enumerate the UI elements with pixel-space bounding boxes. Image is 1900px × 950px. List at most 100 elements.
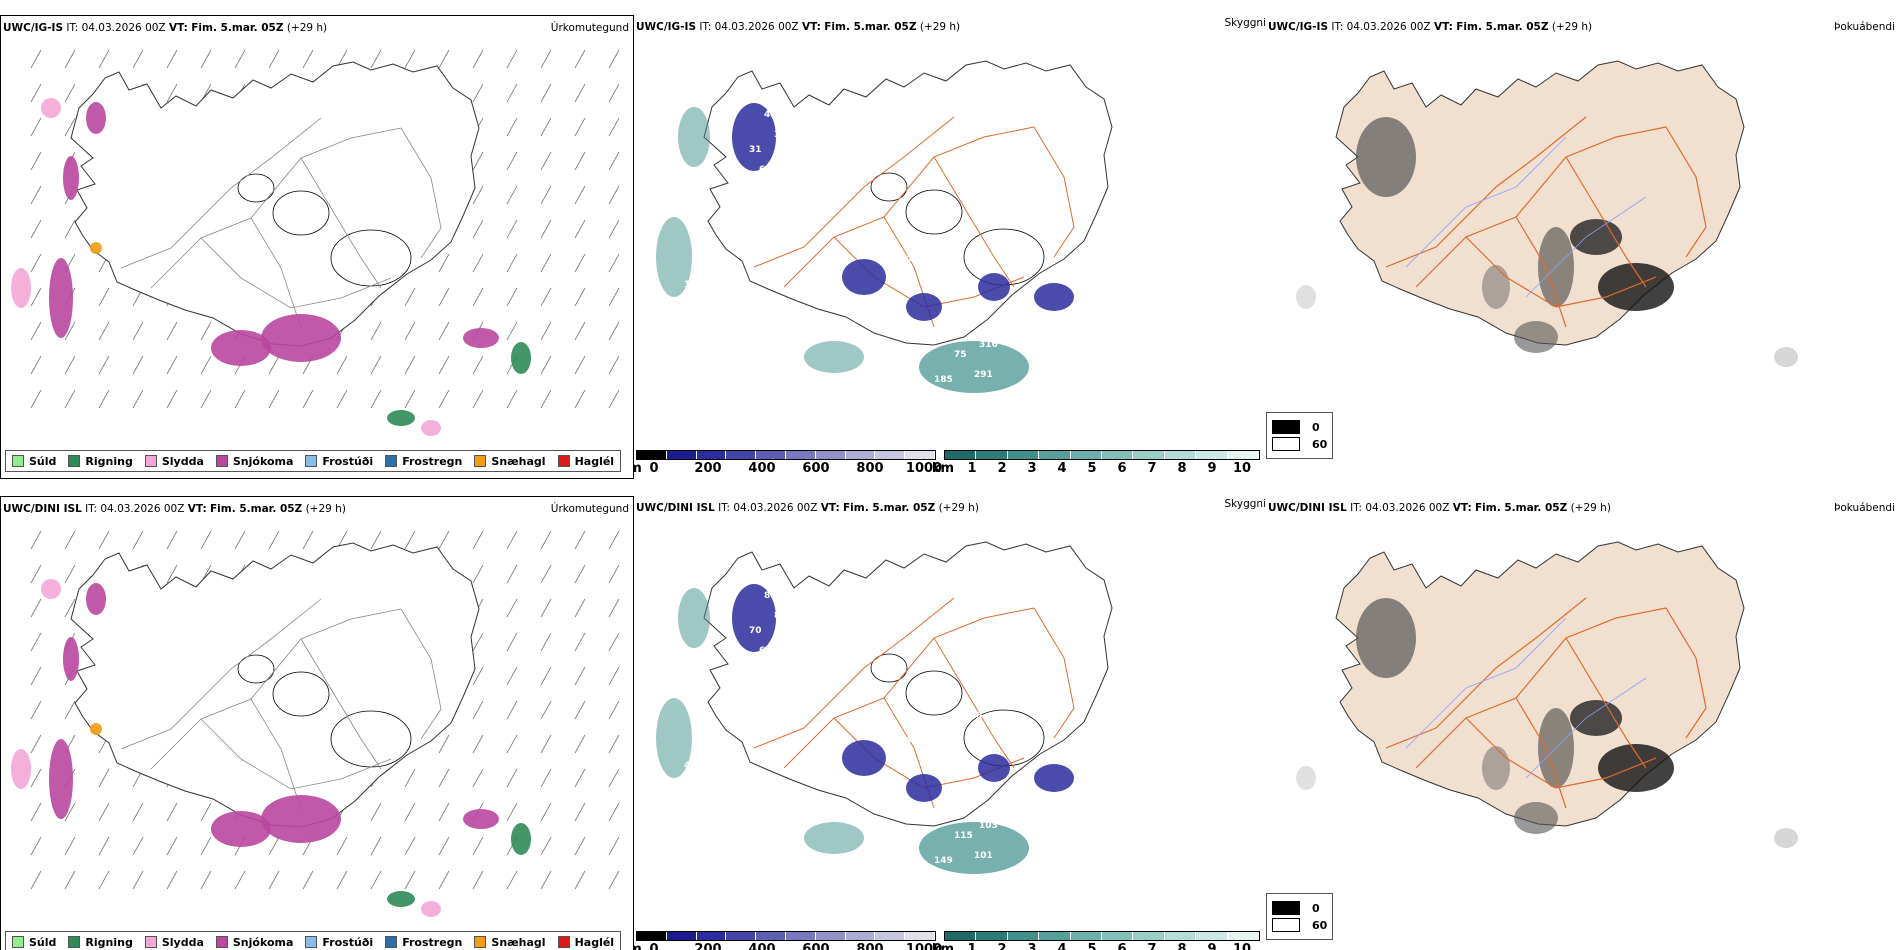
it-label: IT:: [85, 503, 98, 515]
wind-barb: [574, 389, 586, 409]
wind-barb: [472, 734, 484, 754]
init-time: 04.03.2026 00Z: [1365, 502, 1450, 514]
wind-barb: [438, 321, 450, 341]
ceiling-value-label: 115: [954, 831, 973, 841]
wind-barb: [506, 700, 518, 720]
wind-barb: [336, 355, 348, 375]
wind-barb: [574, 836, 586, 856]
wind-barb: [132, 49, 144, 69]
field-patch: [1482, 746, 1510, 790]
wind-barb: [30, 564, 42, 584]
wind-barb: [30, 734, 42, 754]
wind-barb: [370, 49, 382, 69]
wind-barb: [404, 49, 416, 69]
wind-barb: [30, 287, 42, 307]
wind-barb: [506, 253, 518, 273]
ceiling-visibility-panel-row1: UWC/IG-IS IT: 04.03.2026 00Z VT: Fim. 5.…: [634, 15, 1268, 479]
ceiling-value-label: 553: [924, 721, 943, 731]
wind-barb: [540, 253, 552, 273]
wind-barb: [506, 632, 518, 652]
legend-swatch: [557, 455, 570, 467]
wind-barb: [472, 564, 484, 584]
wind-barb: [506, 666, 518, 686]
ceiling-value-label: 82: [804, 140, 817, 150]
fog-legend-swatch: [1272, 437, 1300, 451]
legend-label: Slydda: [161, 935, 204, 949]
wind-barb: [540, 355, 552, 375]
wind-barb: [64, 355, 76, 375]
field-patch: [1034, 283, 1074, 311]
ceiling-value-label: 153: [964, 711, 983, 721]
road-line: [933, 637, 1015, 769]
field-patch: [656, 698, 692, 778]
colorbar-tick: 400: [748, 461, 776, 476]
field-patch: [1296, 285, 1316, 309]
field-patch: [86, 102, 106, 134]
ceiling-value-label: 164: [684, 280, 703, 290]
wind-barb: [404, 870, 416, 890]
field-patch: [656, 217, 692, 297]
wind-barb: [472, 700, 484, 720]
legend-item: Slydda: [144, 455, 204, 468]
wind-barb: [608, 734, 620, 754]
legend-label: Snjókoma: [232, 935, 294, 949]
ceiling-value-label: 103: [979, 821, 998, 831]
wind-barb: [506, 83, 518, 103]
iceland-coastline: [1335, 541, 1745, 827]
ceiling-value-label: 112: [1079, 746, 1098, 756]
precip-type-panel-row1: UWC/IG-IS IT: 04.03.2026 00Z VT: Fim. 5.…: [0, 15, 634, 479]
river-line: [1405, 617, 1647, 779]
wind-barb: [574, 321, 586, 341]
wind-barb: [64, 49, 76, 69]
wind-barb: [98, 768, 110, 788]
wind-barb: [506, 49, 518, 69]
glacier-outline: [905, 189, 963, 235]
wind-barb: [574, 734, 586, 754]
wind-barb: [540, 632, 552, 652]
model-name: UWC/IG-IS: [3, 22, 64, 34]
road-line: [1565, 637, 1647, 769]
wind-barb: [98, 530, 110, 550]
field-patch: [41, 98, 61, 118]
fog-legend-swatch: [1272, 420, 1300, 434]
wind-barb: [166, 83, 178, 103]
legend-swatch: [215, 936, 228, 948]
ceiling-value-label: 62: [784, 200, 797, 210]
wind-barb: [64, 530, 76, 550]
legend-swatch: [474, 455, 487, 467]
wind-barb: [472, 49, 484, 69]
wind-barb: [30, 836, 42, 856]
wind-barb: [472, 253, 484, 273]
field-patch: [1774, 347, 1798, 367]
wind-barb: [336, 870, 348, 890]
legend-label: Súld: [29, 935, 57, 949]
it-label: IT:: [699, 21, 712, 33]
wind-barb: [200, 836, 212, 856]
road-line: [1465, 717, 1657, 789]
colorbar-tick: 4: [1057, 942, 1067, 950]
fog-panel-row1: UWC/IG-IS IT: 04.03.2026 00Z VT: Fim. 5.…: [1266, 15, 1900, 479]
glacier-outline: [272, 190, 330, 236]
ceiling-value-label: 316: [979, 340, 998, 350]
wind-barb: [574, 219, 586, 239]
wind-barb: [30, 83, 42, 103]
fog-legend-label: 0: [1312, 420, 1320, 434]
field-patch: [906, 774, 942, 802]
wind-barb: [404, 530, 416, 550]
wind-barb: [200, 49, 212, 69]
wind-barb: [30, 219, 42, 239]
wind-barb: [540, 700, 552, 720]
field-patch: [11, 268, 31, 308]
wind-barb: [64, 836, 76, 856]
wind-barb: [370, 389, 382, 409]
road-line: [1665, 607, 1707, 739]
ceiling-map: 88 81 70 66 238 58 159 88 174 48 153 553 84 28 66 112 80…: [634, 518, 1268, 938]
legend-label: Haglél: [574, 454, 615, 468]
colorbar-tick: 0: [649, 942, 659, 950]
legend-swatch: [474, 936, 487, 948]
field-patch: [90, 242, 102, 254]
fog-legend-row: 0: [1272, 420, 1327, 434]
legend-label: Snjókoma: [232, 454, 294, 468]
lead-time: (+29 h): [919, 21, 961, 33]
panel-header: UWC/IG-IS IT: 04.03.2026 00Z VT: Fim. 5.…: [634, 15, 1268, 37]
